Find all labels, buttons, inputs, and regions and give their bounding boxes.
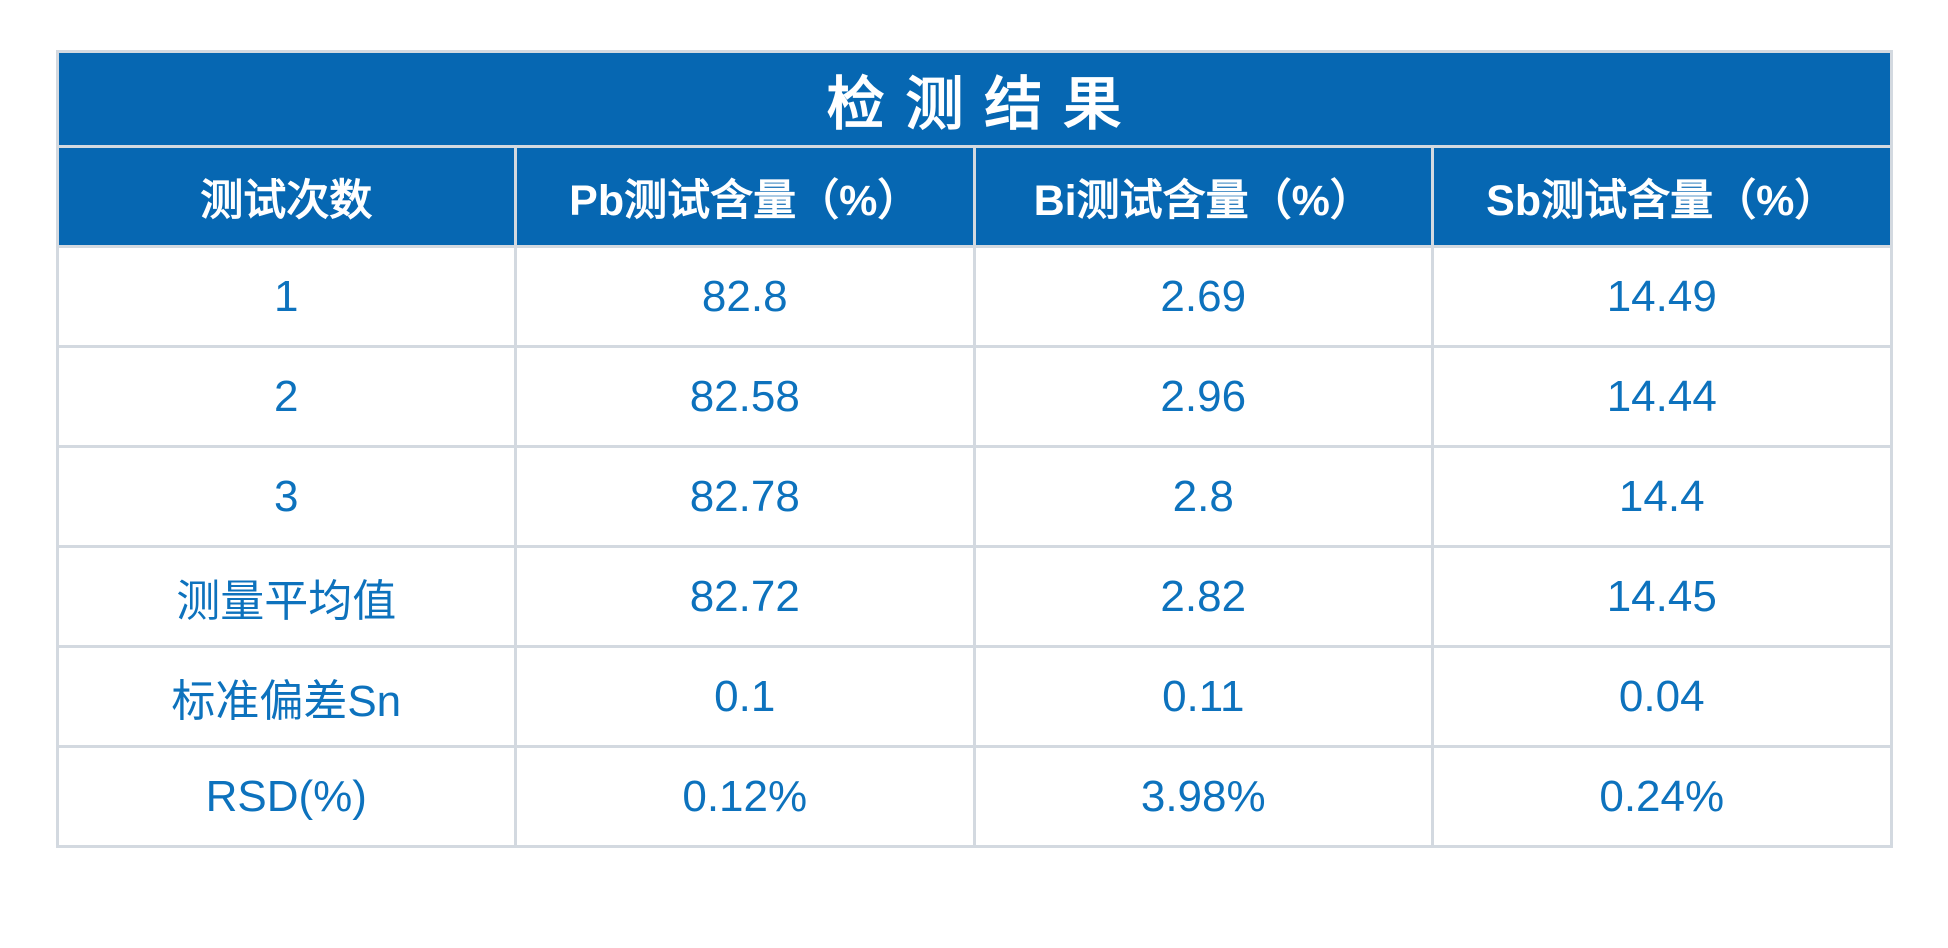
- column-header-pb-content: Pb测试含量（%）: [514, 145, 976, 248]
- cell-bi-value: 0.11: [972, 645, 1434, 748]
- cell-row-label: 3: [55, 445, 517, 548]
- cell-row-label: 测量平均值: [55, 545, 517, 648]
- cell-bi-value: 2.96: [972, 345, 1434, 448]
- cell-pb-value: 0.1: [514, 645, 976, 748]
- cell-sb-value: 14.44: [1431, 345, 1893, 448]
- cell-pb-value: 82.8: [514, 245, 976, 348]
- table-row-mean: 测量平均值 82.72 2.82 14.45: [55, 545, 1893, 648]
- cell-bi-value: 2.82: [972, 545, 1434, 648]
- cell-row-label: RSD(%): [55, 745, 517, 848]
- table-row-test-3: 3 82.78 2.8 14.4: [55, 445, 1893, 548]
- cell-row-label: 2: [55, 345, 517, 448]
- column-header-test-number: 测试次数: [55, 145, 517, 248]
- cell-sb-value: 14.49: [1431, 245, 1893, 348]
- table-title: 检测结果: [55, 50, 1893, 148]
- cell-bi-value: 2.8: [972, 445, 1434, 548]
- column-header-bi-content: Bi测试含量（%）: [972, 145, 1434, 248]
- cell-row-label: 1: [55, 245, 517, 348]
- cell-sb-value: 14.45: [1431, 545, 1893, 648]
- cell-row-label: 标准偏差Sn: [55, 645, 517, 748]
- table-row-test-1: 1 82.8 2.69 14.49: [55, 245, 1893, 348]
- table-header-row: 测试次数 Pb测试含量（%） Bi测试含量（%） Sb测试含量（%）: [55, 145, 1893, 248]
- cell-pb-value: 0.12%: [514, 745, 976, 848]
- cell-pb-value: 82.58: [514, 345, 976, 448]
- table-row-standard-deviation: 标准偏差Sn 0.1 0.11 0.04: [55, 645, 1893, 748]
- column-header-sb-content: Sb测试含量（%）: [1431, 145, 1893, 248]
- table-row-test-2: 2 82.58 2.96 14.44: [55, 345, 1893, 448]
- results-table: 检测结果 测试次数 Pb测试含量（%） Bi测试含量（%） Sb测试含量（%） …: [55, 50, 1893, 848]
- cell-pb-value: 82.72: [514, 545, 976, 648]
- table-title-row: 检测结果: [55, 50, 1893, 148]
- cell-sb-value: 14.4: [1431, 445, 1893, 548]
- cell-pb-value: 82.78: [514, 445, 976, 548]
- table-row-rsd: RSD(%) 0.12% 3.98% 0.24%: [55, 745, 1893, 848]
- cell-sb-value: 0.04: [1431, 645, 1893, 748]
- cell-bi-value: 3.98%: [972, 745, 1434, 848]
- cell-sb-value: 0.24%: [1431, 745, 1893, 848]
- cell-bi-value: 2.69: [972, 245, 1434, 348]
